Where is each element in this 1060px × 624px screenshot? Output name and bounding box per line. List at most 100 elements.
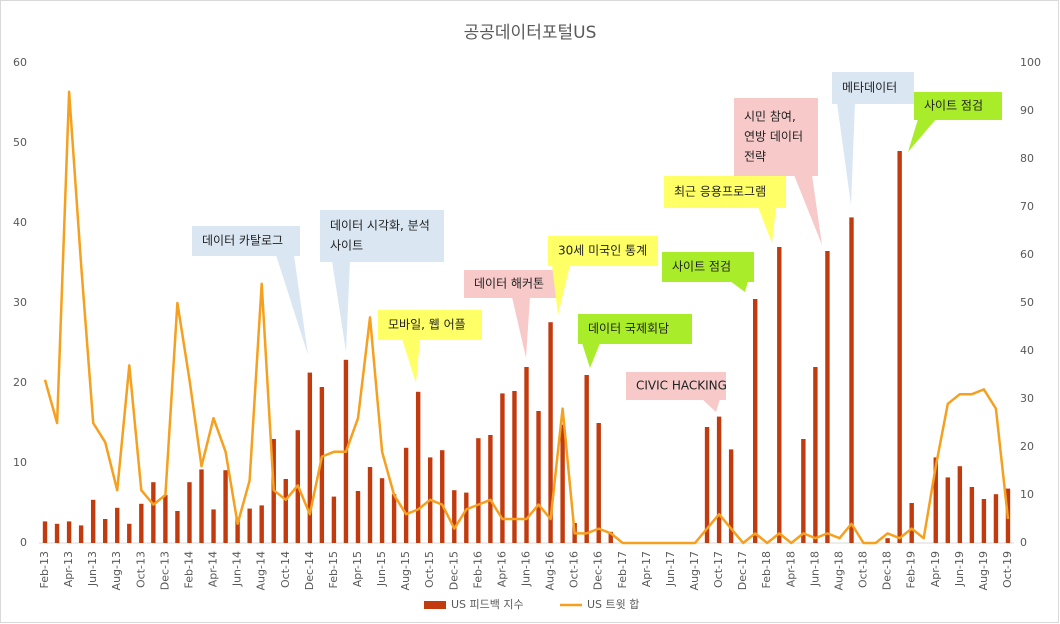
- bar: [403, 447, 409, 543]
- x-tick-label: Jun-16: [520, 551, 533, 587]
- bar: [440, 450, 445, 543]
- y-tick-label: 10: [13, 456, 27, 469]
- x-tick-label: Apr-13: [62, 551, 75, 587]
- callout-text: 연방 데이터: [744, 130, 803, 144]
- callout-pointer: [730, 281, 748, 292]
- bar: [163, 495, 168, 543]
- bar: [536, 411, 541, 543]
- bar: [78, 525, 84, 543]
- callout-pointer: [402, 339, 420, 383]
- y2-tick-label: 40: [1020, 344, 1034, 357]
- bar: [331, 496, 337, 543]
- x-tick-label: Oct-14: [279, 551, 292, 588]
- x-tick-label: Dec-17: [736, 551, 749, 590]
- x-tick-label: Feb-17: [616, 551, 629, 588]
- callout-box: [378, 310, 482, 340]
- callout-pointer: [758, 207, 776, 243]
- bar: [801, 439, 806, 543]
- chart-title: 공공데이터포털US: [464, 23, 597, 43]
- callout-text: 사이트: [330, 239, 363, 253]
- x-tick-label: Apr-16: [495, 551, 508, 587]
- bar: [151, 482, 156, 543]
- callout-pointer: [512, 297, 530, 358]
- y-tick-label: 30: [13, 296, 27, 309]
- callout-box: [734, 98, 818, 176]
- callout-pointer: [582, 343, 600, 368]
- x-tick-label: Oct-16: [568, 551, 581, 588]
- bar: [476, 438, 481, 543]
- bar: [825, 251, 830, 543]
- bar: [259, 505, 264, 543]
- x-tick-label: Dec-16: [592, 551, 605, 590]
- y2-tick-label: 10: [1020, 488, 1034, 501]
- callout-text: 30세 미국인 통계: [558, 244, 647, 258]
- bar: [452, 490, 457, 543]
- y2-tick-label: 60: [1020, 248, 1034, 261]
- bar: [560, 424, 565, 543]
- bar: [115, 507, 120, 543]
- bar: [379, 478, 385, 543]
- bar: [596, 423, 601, 543]
- bar: [500, 393, 505, 543]
- y-tick-label: 20: [13, 376, 27, 389]
- y2-tick-label: 90: [1020, 104, 1034, 117]
- bar: [981, 499, 987, 543]
- callout-text: 사이트 점검: [672, 260, 731, 274]
- callout-text: 시민 참여,: [744, 110, 796, 124]
- bar: [54, 523, 60, 543]
- x-tick-label: Oct-15: [423, 551, 436, 588]
- bar: [247, 508, 252, 543]
- callout-pointer: [794, 175, 822, 245]
- bar: [235, 517, 240, 543]
- bar: [753, 299, 758, 543]
- x-tick-label: Apr-17: [640, 551, 653, 587]
- bar: [367, 467, 373, 543]
- legend-label: US 피드백 지수: [451, 598, 524, 611]
- callout-pointer: [837, 103, 855, 205]
- legend-label: US 트윗 합: [587, 598, 639, 611]
- bar: [307, 372, 313, 543]
- x-tick-label: Dec-15: [447, 551, 460, 590]
- legend-swatch: [424, 601, 446, 609]
- x-tick-label: Aug-19: [977, 551, 990, 590]
- bar: [66, 521, 72, 543]
- bar: [175, 511, 180, 543]
- bar: [849, 217, 854, 543]
- y-tick-label: 0: [20, 536, 27, 549]
- callout-box: [832, 72, 914, 104]
- bar: [993, 494, 999, 543]
- callout-box: [192, 226, 300, 256]
- callout-pointer: [332, 261, 350, 352]
- bar: [488, 435, 493, 543]
- x-tick-label: Feb-19: [905, 551, 918, 588]
- callout-pointer: [908, 119, 936, 152]
- y2-tick-label: 100: [1020, 56, 1041, 69]
- x-tick-label: Aug-17: [688, 551, 701, 590]
- bar: [415, 391, 421, 543]
- bar: [777, 247, 782, 543]
- bar: [897, 151, 902, 543]
- x-tick-label: Jun-15: [375, 551, 388, 587]
- callout-text: CIVIC HACKING: [636, 379, 727, 393]
- y-tick-label: 60: [13, 56, 27, 69]
- callout-box: [914, 92, 1002, 120]
- x-tick-label: Apr-15: [351, 551, 364, 587]
- callout-pointer: [552, 265, 570, 315]
- bar: [127, 523, 132, 543]
- x-tick-label: Feb-15: [327, 551, 340, 588]
- x-tick-label: Oct-18: [857, 551, 870, 588]
- bar: [90, 499, 96, 543]
- bar: [704, 427, 710, 543]
- x-tick-label: Aug-14: [255, 551, 268, 590]
- callout-text: 사이트 점검: [924, 99, 983, 113]
- x-tick-label: Oct-13: [134, 551, 147, 588]
- x-tick-label: Feb-13: [38, 551, 51, 588]
- callout-box: [664, 176, 786, 208]
- bar: [716, 416, 722, 543]
- x-tick-label: Oct-17: [712, 551, 725, 588]
- bar: [464, 492, 469, 543]
- callout-text: 데이터 국제회담: [588, 322, 669, 336]
- x-tick-label: Dec-13: [158, 551, 171, 590]
- bar: [969, 487, 975, 543]
- x-tick-label: Jun-19: [953, 551, 966, 587]
